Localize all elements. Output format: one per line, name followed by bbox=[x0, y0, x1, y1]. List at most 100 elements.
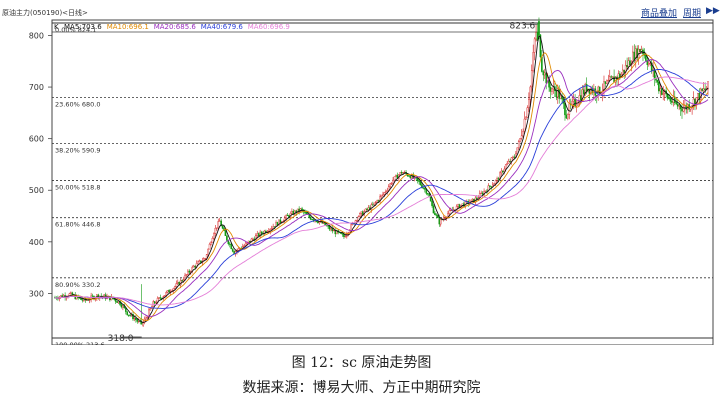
fib-label: 80.90% 330.2 bbox=[55, 281, 100, 289]
candle-body bbox=[137, 320, 140, 322]
candle-body bbox=[211, 238, 214, 243]
candle-body bbox=[650, 62, 653, 71]
candle-body bbox=[542, 71, 545, 76]
candle-body bbox=[296, 208, 299, 214]
candle-body bbox=[272, 226, 274, 229]
candle-body bbox=[129, 314, 131, 316]
chart-svg: 原油主力(050190)<日线> K MA5:703.6 MA10:696.1 MA20… bbox=[0, 0, 723, 349]
candle-body bbox=[497, 178, 500, 180]
candle-body bbox=[526, 107, 529, 118]
candle-body bbox=[533, 38, 536, 53]
candle-body bbox=[333, 230, 335, 232]
candle-body bbox=[500, 170, 503, 174]
candle-body bbox=[619, 73, 621, 78]
candle-body bbox=[535, 32, 537, 40]
cycle-link[interactable]: 周期 bbox=[683, 9, 702, 19]
candle-body bbox=[556, 88, 559, 98]
overlay-commodity-link[interactable]: 商品叠加 bbox=[641, 9, 678, 19]
candle-body bbox=[182, 279, 185, 282]
candle-body bbox=[142, 322, 144, 326]
ma-line-10 bbox=[54, 52, 709, 322]
candle-body bbox=[416, 178, 419, 181]
candle-body bbox=[135, 317, 137, 321]
candle-body bbox=[611, 76, 614, 78]
ma-line-40 bbox=[54, 68, 709, 309]
more-arrow-icon[interactable]: ▶▶ bbox=[706, 6, 720, 16]
candle-body bbox=[243, 245, 246, 247]
candle-body bbox=[392, 179, 394, 184]
source-caption: 数据来源：博易大师、方正中期研究院 bbox=[242, 380, 481, 396]
candle-body bbox=[250, 238, 253, 243]
candle-body bbox=[374, 201, 377, 204]
candle-body bbox=[698, 93, 701, 100]
candle-body bbox=[311, 219, 313, 221]
y-tick-label: 800 bbox=[29, 31, 44, 40]
candle-body bbox=[626, 65, 628, 67]
candle-body bbox=[676, 103, 679, 107]
candle-body bbox=[607, 79, 610, 82]
candle-body bbox=[204, 258, 207, 260]
candle-body bbox=[480, 192, 482, 194]
candle-body bbox=[252, 238, 254, 240]
fib-label: 61.80% 446.8 bbox=[55, 221, 100, 229]
header-strip bbox=[0, 0, 723, 20]
candle-body bbox=[301, 208, 303, 211]
candle-body bbox=[435, 214, 438, 216]
low-annotation: 318.0 bbox=[108, 334, 134, 344]
fib-label: 23.60% 680.0 bbox=[55, 100, 100, 108]
candle-body bbox=[359, 213, 361, 217]
candle-body bbox=[507, 161, 510, 164]
candle-body bbox=[675, 102, 678, 105]
y-tick-label: 500 bbox=[29, 186, 44, 195]
candle-body bbox=[127, 314, 130, 316]
candle-body bbox=[502, 170, 504, 173]
candle-body bbox=[370, 204, 373, 210]
candle-body bbox=[279, 219, 282, 223]
candle-body bbox=[166, 290, 169, 293]
candle-body bbox=[382, 194, 384, 196]
candle-body bbox=[399, 172, 402, 176]
candle-body bbox=[572, 99, 575, 102]
candle-body bbox=[707, 81, 709, 90]
fib-label: 0.00% 824.1 bbox=[55, 26, 96, 34]
candle-body bbox=[539, 34, 542, 58]
candle-body bbox=[270, 228, 273, 230]
candle-body bbox=[532, 52, 534, 71]
candle-body bbox=[145, 317, 147, 320]
candle-body bbox=[360, 211, 363, 214]
candle-body bbox=[226, 235, 228, 241]
candle-body bbox=[175, 283, 178, 287]
candle-body bbox=[520, 135, 523, 139]
candle-body bbox=[450, 209, 452, 211]
price-chart[interactable]: 原油主力(050190)<日线> K MA5:703.6 MA10:696.1 MA20… bbox=[0, 0, 723, 349]
candle-body bbox=[513, 156, 516, 158]
candle-body bbox=[356, 220, 358, 222]
candle-body bbox=[158, 297, 160, 299]
candle-body bbox=[81, 299, 84, 301]
candle-body bbox=[538, 21, 540, 36]
candle-body bbox=[582, 89, 585, 94]
candle-body bbox=[555, 90, 558, 98]
candle-body bbox=[309, 217, 312, 220]
legend-item: MA20:685.6 bbox=[154, 23, 197, 31]
ma-line-60 bbox=[54, 76, 709, 306]
candle-body bbox=[216, 227, 218, 229]
candle-body bbox=[702, 88, 705, 91]
candle-body bbox=[627, 60, 630, 67]
candle-body bbox=[247, 240, 250, 243]
candle-body bbox=[678, 105, 680, 107]
candle-body bbox=[221, 225, 224, 229]
candle-body bbox=[198, 260, 201, 263]
candle-body bbox=[506, 163, 508, 166]
legend-item: MA40:679.6 bbox=[201, 23, 244, 31]
candle-body bbox=[213, 233, 215, 239]
candle-body bbox=[159, 297, 162, 299]
candle-body bbox=[188, 270, 191, 273]
candle-body bbox=[692, 98, 695, 106]
candle-body bbox=[185, 274, 188, 276]
candle-body bbox=[699, 88, 702, 100]
candle-body bbox=[659, 88, 662, 92]
candle-body bbox=[257, 233, 260, 237]
candle-body bbox=[621, 69, 624, 75]
candle-body bbox=[343, 234, 345, 237]
